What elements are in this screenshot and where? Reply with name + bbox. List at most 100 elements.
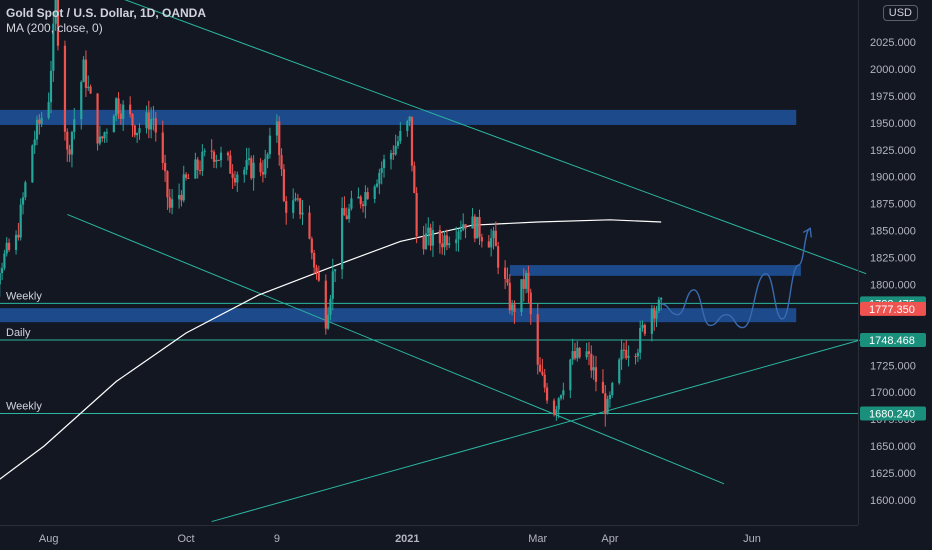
- levels-layer: Weekly Daily Weekly: [0, 290, 858, 415]
- candle-body: [170, 199, 174, 208]
- candle-body: [0, 272, 1, 285]
- candle-body: [571, 351, 574, 360]
- candle-body: [557, 398, 560, 410]
- candle-body: [231, 173, 234, 178]
- candle-body: [429, 227, 432, 246]
- candle-body: [310, 238, 313, 254]
- candle-body: [422, 236, 425, 250]
- candle-body: [19, 204, 22, 238]
- candle-body: [14, 234, 18, 250]
- price-tick-label: 1600.000: [870, 495, 916, 507]
- price-badge-label: 1777.350: [869, 304, 915, 316]
- currency-button[interactable]: USD: [882, 5, 918, 21]
- candle-body: [473, 216, 476, 239]
- candle-body: [410, 116, 414, 166]
- candle-body: [543, 374, 546, 388]
- indicator-label: MA (200, close, 0): [6, 21, 103, 35]
- candle-body: [438, 230, 442, 244]
- candle-body: [622, 349, 626, 351]
- candle-body: [219, 152, 223, 161]
- price-tick-label: 1900.000: [870, 172, 916, 184]
- candle-body: [56, 0, 60, 46]
- resistance-zone: [509, 265, 801, 276]
- candle-body: [559, 395, 563, 399]
- candle-body: [252, 162, 255, 179]
- candle-body: [373, 186, 376, 199]
- candle-body: [504, 267, 507, 280]
- time-axis[interactable]: Aug Oct 9 2021 Mar Apr Jun: [39, 533, 761, 545]
- price-tick-label: 1975.000: [870, 91, 916, 103]
- candle-body: [250, 158, 253, 179]
- candle-body: [424, 233, 428, 250]
- candle-body: [247, 158, 251, 161]
- candles-layer: [0, 0, 663, 427]
- candle-body: [180, 194, 183, 201]
- time-tick-label: 2021: [395, 533, 419, 545]
- candle-body: [636, 352, 639, 357]
- candle-body: [650, 308, 653, 334]
- resistance-zone: [0, 308, 797, 323]
- candle-body: [604, 393, 607, 414]
- candle-body: [194, 159, 197, 179]
- candle-body: [606, 399, 609, 414]
- candle-body: [443, 235, 446, 248]
- candle-body: [592, 367, 595, 371]
- candle-body: [275, 121, 278, 136]
- candle-body: [520, 279, 523, 312]
- candle-body: [573, 351, 577, 359]
- candle-body: [38, 119, 41, 124]
- candle-body: [361, 204, 365, 207]
- candle-body: [3, 253, 6, 269]
- zones-layer: [0, 109, 801, 323]
- time-tick-label: Oct: [178, 533, 195, 545]
- candle-body: [399, 130, 402, 142]
- time-tick-label: Apr: [601, 533, 618, 545]
- candle-body: [154, 118, 157, 133]
- price-badge-label: 1748.468: [869, 335, 915, 347]
- candle-body: [357, 196, 360, 199]
- candle-body: [119, 113, 122, 119]
- candle-body: [115, 98, 118, 117]
- candle-body: [459, 229, 462, 232]
- candle-body: [394, 145, 397, 155]
- candle-body: [487, 241, 490, 248]
- moving-average-layer: [0, 219, 662, 480]
- chart-legend: Gold Spot / U.S. Dollar, 1D, OANDA MA (2…: [6, 6, 206, 36]
- candle-body: [187, 177, 190, 179]
- candle-body: [396, 141, 400, 146]
- candle-body: [268, 135, 272, 155]
- trendline: [211, 337, 867, 523]
- candle-body: [292, 200, 295, 213]
- candle-body: [478, 216, 481, 238]
- price-tick-label: 1950.000: [870, 118, 916, 130]
- candle-body: [601, 381, 605, 394]
- forecast-layer: [661, 227, 812, 329]
- candle-body: [261, 172, 265, 175]
- candle-body: [511, 304, 514, 311]
- candle-body: [364, 192, 367, 207]
- candle-body: [331, 271, 334, 299]
- candle-body: [634, 356, 637, 358]
- candle-body: [506, 279, 509, 283]
- candle-body: [315, 267, 318, 273]
- candle-body: [471, 216, 474, 229]
- candle-body: [89, 86, 92, 94]
- candle-body: [215, 159, 218, 162]
- candle-body: [324, 280, 327, 329]
- candle-body: [0, 268, 4, 273]
- price-tick-label: 2025.000: [870, 37, 916, 49]
- candle-body: [569, 359, 572, 391]
- candle-body: [611, 383, 614, 396]
- candle-body: [655, 311, 658, 319]
- price-tick-label: 1625.000: [870, 468, 916, 480]
- candle-body: [5, 242, 8, 254]
- candle-body: [627, 356, 630, 358]
- price-badge-label: 1680.240: [869, 409, 915, 421]
- candle-body: [105, 132, 108, 134]
- candle-body: [345, 215, 348, 219]
- candle-body: [150, 119, 153, 130]
- candle-body: [445, 235, 449, 246]
- price-tick-label: 1875.000: [870, 199, 916, 211]
